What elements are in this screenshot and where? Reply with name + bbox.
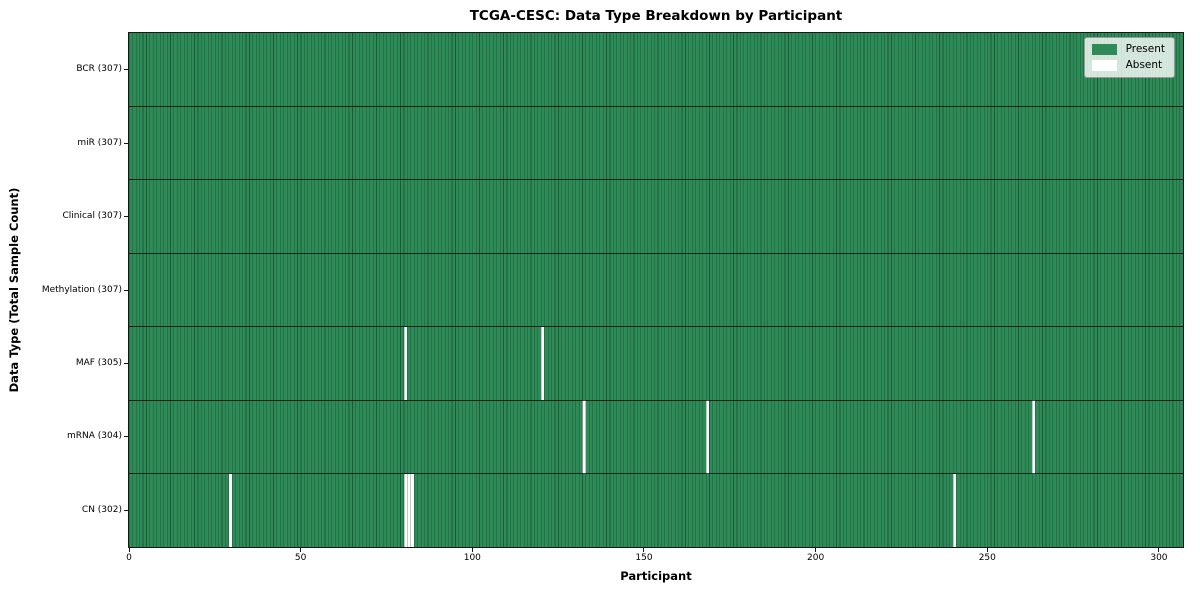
chart-title: TCGA-CESC: Data Type Breakdown by Partic…: [469, 8, 843, 24]
heatmap-row-bcr: [129, 33, 1183, 107]
y-tick-label-methylation: Methylation (307): [41, 284, 122, 295]
x-tick-mark: [471, 548, 473, 552]
legend-entry-present: Present: [1091, 43, 1165, 55]
legend-swatch-present: [1091, 44, 1117, 55]
x-tick-label: 100: [463, 553, 481, 563]
y-tick-mark: [124, 362, 128, 364]
y-tick-label-mir: miR (307): [77, 137, 122, 148]
y-tick-mark: [124, 509, 128, 511]
heatmap-row-cn: [129, 473, 1183, 547]
y-tick-label-maf: MAF (305): [75, 357, 122, 368]
x-tick-mark: [1158, 548, 1160, 552]
y-tick-label-mrna: mRNA (304): [67, 431, 122, 442]
legend-entry-absent: Absent: [1091, 59, 1165, 71]
x-tick-label: 300: [1150, 553, 1168, 563]
x-tick-mark: [300, 548, 302, 552]
legend-swatch-absent: [1091, 60, 1117, 71]
heatmap-row-methylation: [129, 253, 1183, 327]
absent-cell: [228, 473, 232, 547]
absent-cell: [952, 473, 957, 547]
y-tick-mark: [124, 216, 128, 218]
heatmap-row-maf: [129, 326, 1183, 401]
absent-cell: [540, 326, 545, 401]
y-tick-mark: [124, 69, 128, 71]
x-tick-mark: [643, 548, 645, 552]
x-tick-label: 200: [807, 553, 825, 563]
absent-cell: [582, 400, 586, 474]
absent-cell: [403, 326, 408, 401]
legend: Present Absent: [1083, 37, 1175, 78]
x-tick-mark: [986, 548, 988, 552]
y-tick-mark: [124, 289, 128, 291]
absent-cell: [1031, 400, 1036, 474]
y-tick-label-bcr: BCR (307): [76, 64, 122, 75]
x-tick-label: 50: [294, 553, 307, 563]
x-axis-label: Participant: [620, 569, 692, 583]
absent-cell: [410, 473, 414, 547]
heatmap-row-mrna: [129, 400, 1183, 474]
x-tick-label: 150: [635, 553, 653, 563]
heatmap-row-mir: [129, 106, 1183, 180]
x-tick-label: 250: [978, 553, 996, 563]
y-tick-mark: [124, 436, 128, 438]
legend-label: Present: [1125, 43, 1165, 55]
absent-cell: [705, 400, 710, 474]
x-tick-mark: [128, 548, 130, 552]
x-tick-mark: [815, 548, 817, 552]
y-tick-label-clinical: Clinical (307): [62, 211, 122, 222]
y-tick-mark: [124, 142, 128, 144]
x-tick-label: 0: [126, 553, 132, 563]
legend-label: Absent: [1125, 59, 1163, 71]
y-tick-label-cn: CN (302): [81, 504, 122, 515]
heatmap-row-clinical: [129, 179, 1183, 254]
heatmap-plot-area: Present Absent: [128, 32, 1184, 548]
